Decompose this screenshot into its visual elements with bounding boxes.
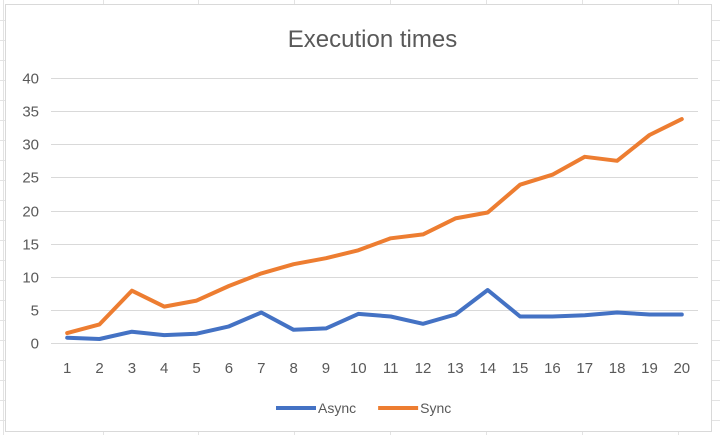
y-axis-tick-labels: 0 5 10 15 20 25 30 35 40	[22, 71, 39, 353]
x-tick-label: 11	[383, 360, 399, 377]
legend-label-sync: Sync	[420, 400, 451, 416]
x-tick-label: 18	[609, 360, 626, 377]
legend-label-async: Async	[318, 400, 356, 416]
y-tick-label: 40	[22, 71, 39, 88]
y-tick-label: 30	[22, 137, 39, 154]
y-tick-label: 25	[22, 170, 39, 187]
x-tick-label: 12	[415, 360, 432, 377]
x-tick-label: 6	[225, 360, 233, 377]
x-tick-label: 8	[289, 360, 297, 377]
chart-title: Execution times	[288, 26, 457, 53]
x-tick-label: 13	[447, 360, 464, 377]
x-tick-label: 17	[576, 360, 593, 377]
series-line-sync	[65, 117, 684, 336]
y-tick-label: 35	[22, 104, 39, 121]
x-tick-label: 20	[673, 360, 690, 377]
x-tick-label: 14	[479, 360, 496, 377]
y-tick-label: 5	[31, 303, 39, 320]
y-tick-label: 10	[22, 270, 39, 287]
x-tick-label: 9	[322, 360, 330, 377]
x-tick-label: 3	[128, 360, 136, 377]
x-tick-label: 19	[641, 360, 658, 377]
y-tick-label: 0	[31, 336, 39, 353]
y-tick-label: 15	[22, 237, 39, 254]
series-line-async	[65, 288, 684, 341]
x-tick-label: 4	[160, 360, 168, 377]
x-axis-tick-labels: 1 2 3 4 5 6 7 8 9 10 11 12 13 14 15 16 17 18 19 20	[63, 360, 690, 377]
x-tick-label: 7	[257, 360, 265, 377]
x-tick-label: 2	[95, 360, 103, 377]
x-tick-label: 1	[63, 360, 71, 377]
x-tick-label: 16	[544, 360, 561, 377]
x-tick-label: 10	[350, 360, 367, 377]
x-tick-label: 15	[512, 360, 529, 377]
x-tick-label: 5	[192, 360, 200, 377]
series-lines	[65, 117, 684, 341]
legend: Async Sync	[276, 400, 451, 416]
gridlines	[51, 78, 698, 344]
y-tick-label: 20	[22, 204, 39, 221]
